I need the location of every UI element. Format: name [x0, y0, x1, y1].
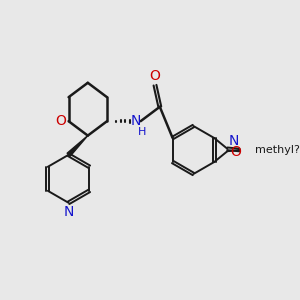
Text: O: O: [230, 146, 241, 159]
Text: H: H: [138, 127, 147, 137]
Polygon shape: [67, 136, 88, 156]
Text: methyl?: methyl?: [255, 145, 300, 155]
Text: N: N: [229, 134, 239, 148]
Text: N: N: [63, 205, 74, 219]
Text: O: O: [55, 114, 66, 128]
Text: N: N: [130, 114, 141, 128]
Text: O: O: [150, 69, 160, 83]
